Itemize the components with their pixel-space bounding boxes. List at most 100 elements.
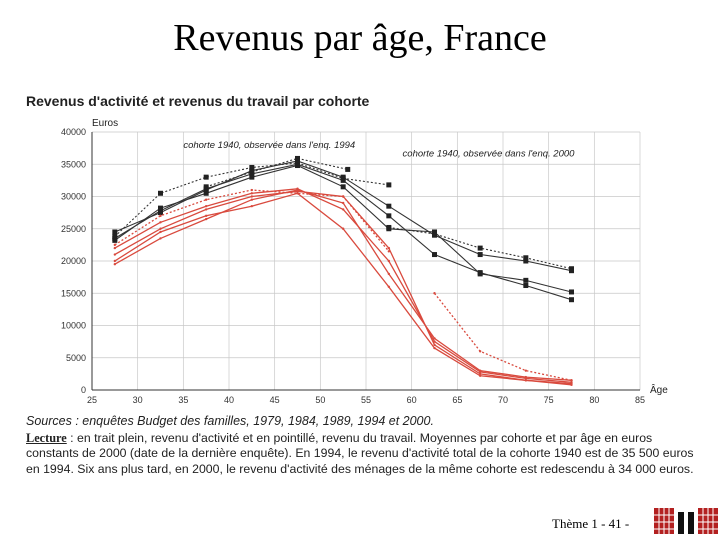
x-tick-label: 50 — [315, 395, 325, 405]
series-point — [569, 297, 574, 303]
series-point — [250, 195, 254, 198]
series-point — [523, 255, 529, 261]
reading-note-label: Lecture — [26, 431, 67, 445]
x-axis-label: Âge — [650, 383, 668, 396]
series-point — [569, 266, 574, 272]
y-tick-label: 40000 — [61, 127, 86, 137]
series-point — [204, 208, 208, 211]
series-point — [345, 166, 351, 172]
series-point — [250, 192, 254, 195]
series-point — [523, 277, 529, 283]
series-point — [250, 204, 254, 208]
series-point — [159, 227, 162, 230]
series-point — [477, 252, 483, 258]
series-point — [249, 174, 255, 180]
x-tick-label: 60 — [407, 395, 417, 405]
series-point — [478, 372, 482, 376]
series-point — [295, 163, 300, 169]
series-line-6 — [388, 226, 572, 270]
series-point — [159, 221, 162, 224]
series-point — [432, 252, 437, 258]
series-point — [296, 188, 299, 192]
series-point — [203, 190, 209, 196]
y-tick-label: 0 — [81, 385, 86, 395]
series-point — [296, 192, 299, 195]
series-point — [295, 155, 300, 161]
series-point — [250, 188, 254, 192]
series-point — [478, 374, 482, 378]
series-point — [204, 204, 208, 208]
x-tick-label: 30 — [133, 395, 143, 405]
series-point — [113, 246, 117, 250]
series-point — [524, 375, 528, 379]
reading-note: Lecture : en trait plein, revenu d'activ… — [26, 431, 702, 477]
cohort-annotation: cohorte 1940, observée dans l'enq. 2000 — [403, 149, 576, 160]
series-point — [250, 198, 254, 201]
series-point — [386, 224, 392, 230]
series-point — [112, 233, 118, 239]
x-tick-label: 75 — [544, 395, 554, 405]
series-point — [387, 250, 391, 253]
series-point — [295, 160, 300, 166]
series-point — [433, 346, 436, 350]
institution-logo-icon — [654, 508, 718, 534]
y-tick-label: 5000 — [66, 353, 86, 363]
series-point — [203, 184, 209, 190]
x-tick-label: 45 — [270, 395, 280, 405]
series-point — [112, 229, 118, 235]
series-point — [158, 205, 163, 211]
x-tick-label: 25 — [87, 395, 97, 405]
series-point — [387, 285, 391, 288]
y-tick-label: 35000 — [61, 159, 86, 169]
series-point — [433, 292, 436, 295]
series-point — [204, 217, 208, 221]
series-point — [204, 198, 208, 201]
series-point — [113, 253, 117, 256]
series-point — [387, 272, 391, 276]
series-point — [341, 195, 345, 198]
series-point — [387, 246, 391, 250]
slide-title: Revenus par âge, France — [173, 17, 547, 59]
sources-text: Sources : enquêtes Budget des familles, … — [26, 414, 434, 428]
series-point — [478, 369, 482, 372]
series-point — [477, 271, 483, 277]
y-tick-label: 25000 — [61, 224, 86, 234]
income-by-age-chart: 0 5000 10000 15000 20000 25000 30000 35000 40000… — [61, 118, 668, 405]
series-point — [523, 258, 529, 264]
series-point — [523, 283, 529, 289]
series-point — [387, 259, 391, 263]
x-tick-label: 55 — [361, 395, 371, 405]
series-point — [570, 379, 573, 382]
slide-footer: Thème 1 - 41 - — [552, 516, 630, 531]
chart-title: Revenus d'activité et revenus du travail… — [26, 93, 370, 109]
series-point — [432, 231, 437, 237]
series-point — [433, 343, 436, 347]
series-point — [340, 175, 346, 181]
series-point — [478, 350, 482, 353]
series-point — [433, 337, 436, 340]
y-tick-label: 15000 — [61, 288, 86, 298]
x-tick-label: 35 — [178, 395, 188, 405]
series-point — [113, 243, 117, 247]
x-tick-label: 85 — [635, 395, 645, 405]
series-point — [159, 214, 162, 218]
cohort-annotation: cohorte 1940, observée dans l'enq. 1994 — [183, 140, 355, 151]
series-point — [341, 208, 345, 211]
series-point — [386, 213, 392, 219]
series-point — [203, 174, 209, 180]
y-axis-label: Euros — [92, 118, 118, 129]
series-point — [386, 182, 392, 188]
series-point — [477, 245, 483, 251]
series-point — [158, 208, 163, 214]
series-point — [386, 203, 392, 209]
series-point — [341, 227, 345, 230]
x-tick-label: 80 — [589, 395, 599, 405]
series-point — [204, 214, 208, 218]
series-point — [570, 383, 573, 387]
series-line-12 — [433, 292, 572, 381]
series-line-5 — [206, 157, 348, 188]
x-tick-label: 65 — [452, 395, 462, 405]
series-point — [113, 259, 117, 263]
series-point — [340, 184, 346, 190]
x-tick-label: 70 — [498, 395, 508, 405]
